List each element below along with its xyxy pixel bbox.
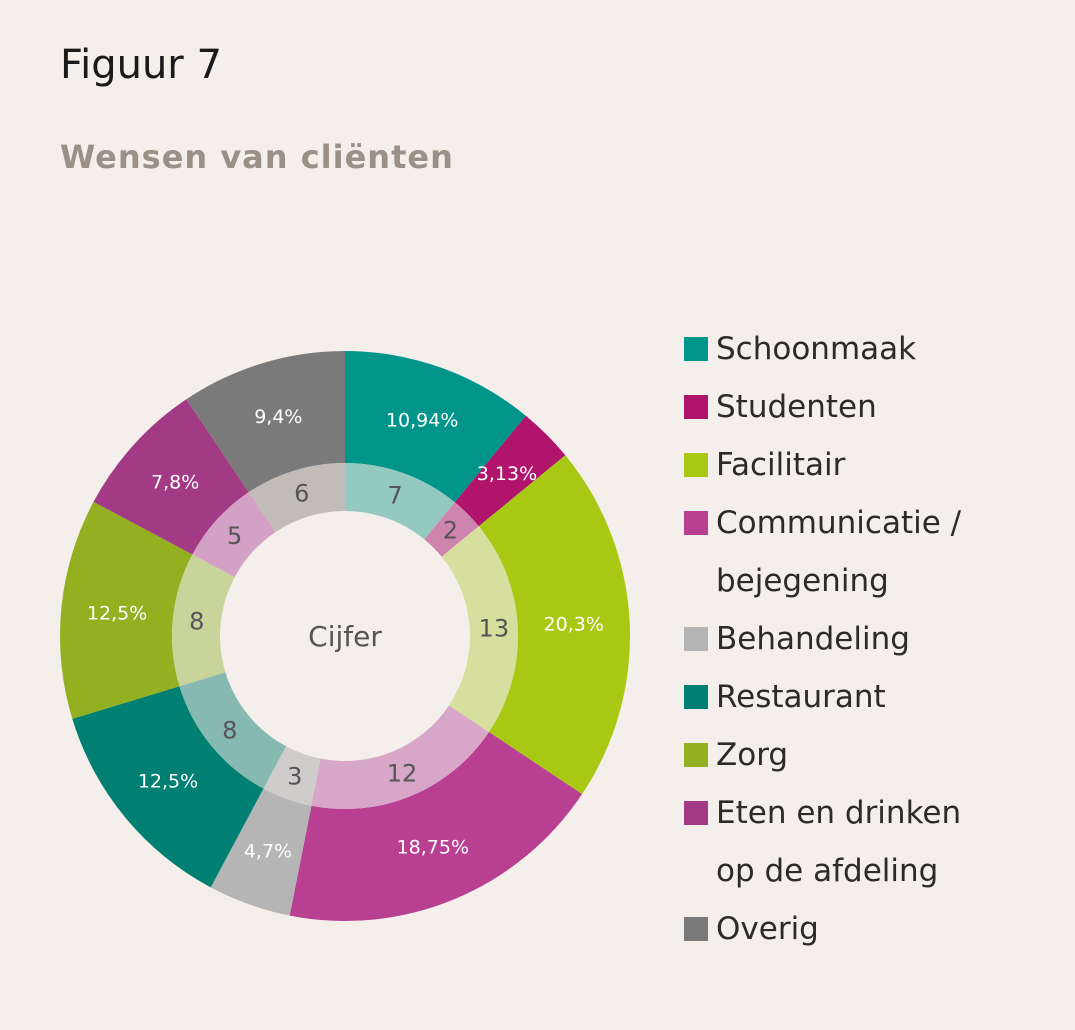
center-label: Cijfer (308, 620, 382, 653)
inner-ring-slice (441, 526, 518, 733)
legend: Schoonmaak Studenten Facilitair Communicati… (684, 320, 961, 958)
legend-item: Communicatie / bejegening (684, 494, 961, 610)
outer-ring-slice (454, 415, 566, 527)
outer-ring-label: 7,8% (151, 471, 199, 493)
legend-swatch (684, 743, 708, 767)
outer-ring-label: 18,75% (397, 836, 469, 858)
legend-label: Studenten (716, 389, 877, 425)
legend-swatch (684, 685, 708, 709)
legend-item: Overig (684, 900, 961, 958)
inner-ring-slice (248, 463, 345, 533)
legend-swatch (684, 627, 708, 651)
figure-label: Figuur 7 (60, 42, 222, 88)
inner-ring-slice (424, 502, 479, 557)
outer-ring-slice (72, 686, 264, 888)
legend-swatch (684, 917, 708, 941)
legend-label: Restaurant (716, 679, 886, 715)
legend-swatch (684, 337, 708, 361)
inner-ring-slice (263, 746, 321, 806)
legend-item: Restaurant (684, 668, 961, 726)
legend-item: Schoonmaak (684, 320, 961, 378)
legend-label: Communicatie / bejegening (716, 505, 962, 599)
legend-label: Eten en drinken op de afdeling (716, 795, 962, 889)
inner-ring-slice (192, 492, 276, 578)
legend-swatch (684, 511, 708, 535)
outer-ring-slice (478, 455, 631, 795)
outer-ring (59, 351, 631, 922)
outer-ring-slice (186, 351, 345, 493)
outer-ring-label: 12,5% (87, 603, 147, 625)
inner-ring-label: 8 (189, 607, 204, 635)
inner-ring-label: 2 (443, 517, 458, 545)
legend-label: Zorg (716, 737, 789, 773)
outer-ring-slice (93, 399, 249, 555)
inner-ring-label: 5 (227, 522, 242, 550)
inner-labels: 7 2 13 12 3 8 8 5 6 (189, 479, 509, 790)
outer-ring-label: 3,13% (477, 463, 537, 485)
inner-ring-slice (171, 554, 235, 687)
legend-item: Eten en drinken op de afdeling (684, 784, 961, 900)
inner-ring-label: 8 (222, 717, 237, 745)
outer-ring-label: 4,7% (244, 841, 292, 863)
inner-ring-slice (345, 463, 455, 540)
outer-ring-label: 20,3% (544, 614, 604, 636)
outer-ring-label: 10,94% (386, 409, 458, 431)
legend-swatch (684, 395, 708, 419)
inner-ring-slice (179, 672, 287, 789)
outer-labels: 10,94% 3,13% 20,3% 18,75% 4,7% 12,5% 12,5% 7,8%… (87, 406, 604, 863)
legend-swatch (684, 453, 708, 477)
inner-ring-label: 13 (479, 615, 510, 643)
inner-ring-label: 6 (294, 479, 309, 507)
legend-item: Studenten (684, 378, 961, 436)
outer-ring-slice (289, 732, 583, 922)
inner-ring-slice (311, 705, 489, 809)
outer-ring-slice (59, 501, 193, 719)
outer-ring-slice (345, 351, 526, 503)
legend-label: Schoonmaak (716, 331, 917, 367)
inner-ring-label: 7 (388, 482, 403, 510)
legend-item: Facilitair (684, 436, 961, 494)
legend-label: Facilitair (716, 447, 846, 483)
legend-item: Zorg (684, 726, 961, 784)
legend-swatch (684, 801, 708, 825)
legend-item: Behandeling (684, 610, 961, 668)
outer-ring-label: 9,4% (254, 406, 302, 428)
outer-ring-slice (210, 788, 312, 916)
outer-ring-label: 12,5% (138, 770, 198, 792)
inner-ring-label: 12 (387, 760, 418, 788)
legend-label: Behandeling (716, 621, 910, 657)
inner-ring (171, 463, 518, 809)
chart-title: Wensen van cliënten (60, 138, 454, 176)
inner-ring-label: 3 (287, 762, 302, 790)
donut-chart: 10,94% 3,13% 20,3% 18,75% 4,7% 12,5% 12,5% 7,8%… (59, 351, 631, 922)
legend-label: Overig (716, 911, 819, 947)
